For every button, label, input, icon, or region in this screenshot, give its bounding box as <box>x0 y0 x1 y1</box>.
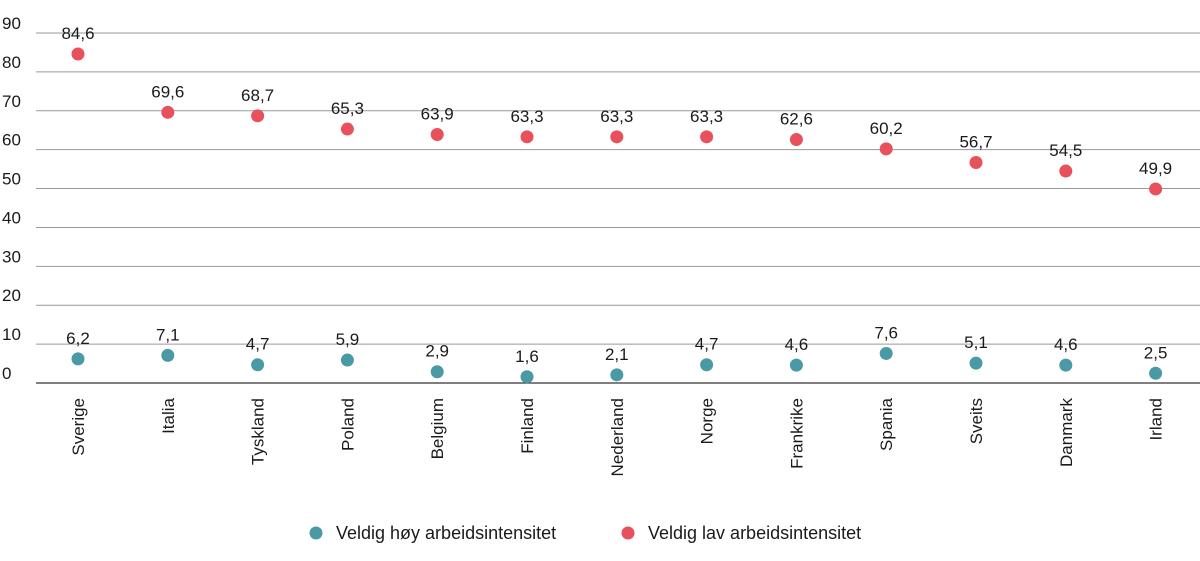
data-label: 2,1 <box>605 345 629 364</box>
legend: Veldig høy arbeidsintensitet Veldig lav a… <box>309 523 861 543</box>
data-label: 84,6 <box>61 24 94 43</box>
category-label: Irland <box>1147 398 1166 441</box>
y-tick-label: 80 <box>2 53 21 72</box>
data-point <box>520 370 534 384</box>
y-tick-label: 10 <box>2 325 21 344</box>
data-point <box>610 368 624 382</box>
data-point <box>1059 164 1073 178</box>
data-label: 4,6 <box>1054 335 1078 354</box>
legend-label: Veldig høy arbeidsintensitet <box>336 523 556 543</box>
y-tick-label: 50 <box>2 170 21 189</box>
category-label: Finland <box>518 398 537 454</box>
legend-marker <box>621 526 635 540</box>
data-point <box>161 105 175 119</box>
category-label: Poland <box>338 398 357 451</box>
data-point <box>340 122 354 136</box>
category-label: Spania <box>877 397 896 450</box>
data-label: 68,7 <box>241 86 274 105</box>
data-point <box>1059 358 1073 372</box>
data-label: 63,3 <box>510 107 543 126</box>
data-label: 4,7 <box>695 335 719 354</box>
data-label: 63,3 <box>600 107 633 126</box>
legend-label: Veldig lav arbeidsintensitet <box>648 523 861 543</box>
data-label: 49,9 <box>1139 159 1172 178</box>
data-label: 65,3 <box>331 99 364 118</box>
data-label: 6,2 <box>66 329 90 348</box>
data-point <box>1149 182 1163 196</box>
category-label: Sveits <box>967 398 986 444</box>
data-label: 1,6 <box>515 347 539 366</box>
y-tick-label: 40 <box>2 208 21 227</box>
series-veldig-hoy: 6,2 7,1 4,7 5,9 2,9 1,6 2,1 4,7 4,6 7,6 5,1 4,6 2,5 <box>66 323 1168 384</box>
data-point <box>251 109 265 123</box>
data-label: 7,6 <box>874 323 898 342</box>
data-point <box>700 358 714 372</box>
data-label: 60,2 <box>870 119 903 138</box>
data-point <box>340 353 354 367</box>
y-tick-label: 20 <box>2 286 21 305</box>
data-point <box>71 47 85 61</box>
data-series: 6,2 7,1 4,7 5,9 2,9 1,6 2,1 4,7 4,6 7,6 5,1 4,6 2,5 8… <box>61 24 1172 384</box>
category-label: Norge <box>698 398 717 444</box>
data-label: 63,9 <box>421 105 454 124</box>
series-veldig-lav: 84,6 69,6 68,7 65,3 63,9 63,3 63,3 63,3 62,6 60,2… <box>61 24 1172 196</box>
category-label: Tyskland <box>249 398 268 465</box>
data-label: 2,9 <box>425 342 449 361</box>
category-label: Frankrike <box>787 398 806 469</box>
data-point <box>969 156 983 169</box>
y-tick-label: 60 <box>2 131 21 150</box>
y-tick-label: 70 <box>2 92 21 111</box>
data-point <box>161 348 175 362</box>
data-label: 63,3 <box>690 107 723 126</box>
y-axis-tick-labels: 0 10 20 30 40 50 60 70 80 90 <box>2 14 21 383</box>
data-point <box>71 352 85 366</box>
data-label: 5,1 <box>964 333 988 352</box>
data-point <box>969 356 983 370</box>
data-point <box>700 130 714 144</box>
data-point <box>879 346 893 360</box>
data-point <box>1149 366 1163 380</box>
data-label: 4,7 <box>246 335 270 354</box>
category-label: Sverige <box>69 398 88 456</box>
data-label: 54,5 <box>1049 141 1082 160</box>
category-label: Danmark <box>1057 398 1076 467</box>
data-label: 56,7 <box>959 133 992 152</box>
data-point <box>430 365 444 379</box>
gridlines <box>36 32 1200 384</box>
data-point <box>251 358 265 372</box>
data-label: 69,6 <box>151 82 184 101</box>
category-label: Belgium <box>428 398 447 459</box>
data-point <box>789 358 803 372</box>
y-tick-label: 30 <box>2 247 21 266</box>
y-tick-label: 90 <box>2 14 21 33</box>
y-tick-label: 0 <box>2 364 11 383</box>
data-point <box>789 133 803 147</box>
data-label: 62,6 <box>780 110 813 129</box>
data-label: 7,1 <box>156 325 180 344</box>
data-label: 5,9 <box>336 330 360 349</box>
data-point <box>610 130 624 144</box>
category-label: Italia <box>159 397 178 433</box>
data-point <box>520 130 534 144</box>
data-point <box>430 128 444 141</box>
category-label: Nederland <box>608 398 627 476</box>
legend-marker <box>309 526 323 540</box>
x-axis-category-labels: Sverige Italia Tyskland Poland Belgium Finlan… <box>69 397 1166 476</box>
data-label: 4,6 <box>785 335 809 354</box>
data-label: 2,5 <box>1144 343 1168 362</box>
data-point <box>879 142 893 156</box>
